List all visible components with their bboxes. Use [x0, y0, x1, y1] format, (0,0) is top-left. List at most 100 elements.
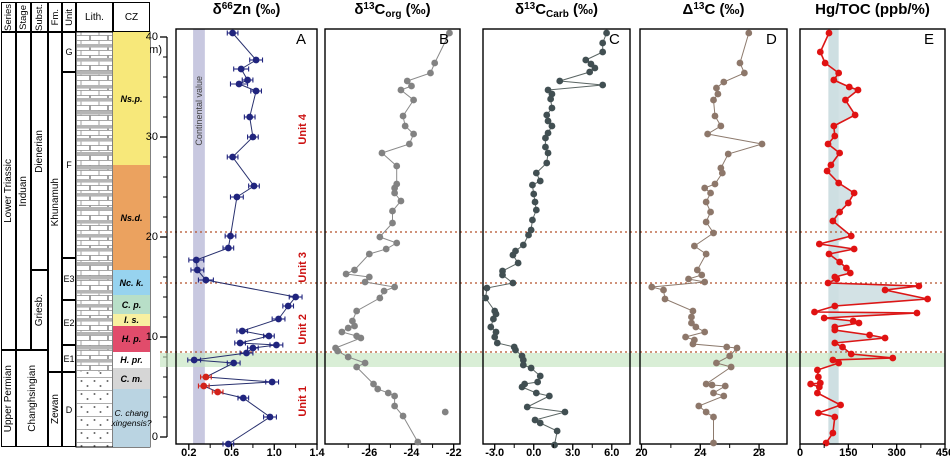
- panel-E-data-point: [829, 356, 837, 364]
- panel-B-data-point: [446, 29, 453, 37]
- panel-B-data-point: [391, 392, 399, 400]
- lithology-shale-interbed: [77, 234, 112, 238]
- cz-zone-1: Ns.d.: [113, 165, 150, 270]
- panel-D-tick-label: 24: [694, 447, 707, 459]
- panel-A-title-part: (‰): [251, 1, 281, 18]
- panel-A-data-point: [230, 359, 238, 367]
- panel-B-data-point: [391, 283, 399, 291]
- panel-E-data-point: [846, 269, 854, 277]
- panel-C-data-point: [490, 315, 497, 323]
- panel-A-data-point: [239, 394, 247, 402]
- lithology-shale-interbed: [77, 98, 112, 102]
- column-header-formation: Fm.: [48, 2, 62, 32]
- column-header-series: Series: [1, 2, 16, 32]
- cz-zone-label: C. p.: [121, 299, 142, 310]
- lithology-shale-interbed: [77, 71, 112, 75]
- panel-C-data-point: [531, 198, 539, 206]
- panel-B-data-point: [357, 334, 365, 342]
- column-header-stage-label: Stage: [18, 4, 29, 30]
- panel-C-data-point: [525, 231, 532, 239]
- panel-C-data-point: [532, 206, 540, 214]
- panel-D-data-point: [736, 59, 744, 67]
- panel-B-data-point: [414, 438, 422, 446]
- panel-C-data-point: [530, 190, 538, 198]
- unit-annotation-label: Unit 4: [297, 113, 309, 145]
- panel-B-data-point: [441, 408, 449, 416]
- panel-A-tick-label: 0.2: [181, 447, 197, 459]
- lithology-sandstone-pattern: [77, 372, 112, 447]
- column-header-substage: Subst.: [31, 2, 48, 32]
- panel-D-data-point: [720, 392, 728, 400]
- panel-C-title: δ13CCarb (‰): [483, 1, 630, 20]
- panel-E-data-point: [814, 366, 821, 374]
- panel-A-data-point: [273, 341, 280, 349]
- series-cell-upper-permian: Upper Permian: [1, 350, 16, 447]
- panel-E-data-point: [835, 359, 843, 367]
- panel-C-data-point: [599, 39, 607, 47]
- panel-A-unit-annotation: Unit 4: [295, 99, 311, 159]
- panel-A-data-point: [250, 182, 258, 190]
- panel-A-title-part: 66: [221, 1, 233, 12]
- panel-E-data-point: [820, 314, 828, 322]
- panel-A-data-point: [266, 413, 274, 421]
- unit-cell-label: D: [65, 404, 73, 415]
- panel-C-data-point: [603, 29, 610, 37]
- cz-zone-6: H. pr.: [113, 352, 150, 368]
- panel-C-data-point: [509, 251, 517, 259]
- panel-C-tick-label: 6.0: [604, 447, 620, 459]
- series-cell-lower-triassic: Lower Triassic: [1, 32, 16, 350]
- panel-C-data-point: [599, 48, 607, 56]
- panel-E-data-point: [829, 217, 837, 225]
- panel-A-data-point: [237, 65, 245, 73]
- panel-C-data-point: [534, 378, 542, 386]
- panel-E-data-point: [829, 429, 837, 437]
- panel-B-data-point: [384, 389, 392, 397]
- column-header-lithology: Lith.: [76, 2, 113, 32]
- panel-C-data-point: [509, 279, 517, 287]
- panel-B-data-point: [408, 82, 415, 90]
- panel-A-data-point: [233, 193, 241, 201]
- panel-A-data-point: [243, 349, 250, 357]
- panel-B-data-point: [410, 130, 417, 138]
- panel-C-data-point: [536, 177, 544, 185]
- panel-B-data-point: [353, 307, 361, 315]
- panel-E-data-point: [823, 167, 831, 175]
- lithology-shale-interbed: [77, 220, 112, 224]
- panel-E-data-point: [850, 189, 858, 197]
- panel-B-data-point: [351, 322, 358, 330]
- lithology-shale-interbed: [77, 248, 112, 252]
- column-header-series-label: Series: [3, 3, 14, 31]
- panel-B-data-point: [370, 380, 377, 388]
- panel-E-data-point: [836, 258, 844, 266]
- panel-A-data-point: [249, 344, 257, 352]
- panel-E-data-point: [831, 302, 839, 310]
- panel-C-data-point: [519, 356, 527, 364]
- panel-D-title-part: (‰): [715, 1, 745, 18]
- panel-E-data-point: [830, 76, 838, 84]
- panel-E-data-point: [839, 343, 846, 351]
- panel-E-excess-fill: [833, 33, 928, 443]
- cz-zone-4: I. s.: [113, 314, 150, 326]
- panel-B-data-point: [378, 149, 386, 157]
- panel-A-data-point: [192, 256, 200, 264]
- panel-A-tick-label: 1.0: [266, 447, 282, 459]
- panel-B-data-point: [427, 69, 434, 77]
- panel-E-data-point: [866, 331, 873, 339]
- panel-E-data-point: [821, 59, 829, 67]
- panel-E-title-part: Hg/TOC: [815, 1, 871, 18]
- lithology-shale-interbed: [77, 125, 112, 129]
- panel-A-frame: [175, 28, 318, 445]
- unit-annotation-label: Unit 3: [297, 251, 309, 283]
- panel-E-title: Hg/TOC (ppb/%): [800, 1, 945, 18]
- unit-cell-g: G: [62, 32, 76, 72]
- lithology-shale-interbed: [77, 111, 112, 115]
- panel-E-data-point: [924, 295, 931, 303]
- unit-cell-d: D: [62, 372, 76, 447]
- panel-C-data-point: [529, 181, 536, 189]
- lithology-shale-interbed: [77, 332, 112, 336]
- cz-zone-0: Ns.p.: [113, 32, 150, 165]
- panel-B-data-point: [431, 59, 439, 67]
- panel-A-data-point: [292, 293, 300, 301]
- panel-E-data-point: [824, 279, 832, 287]
